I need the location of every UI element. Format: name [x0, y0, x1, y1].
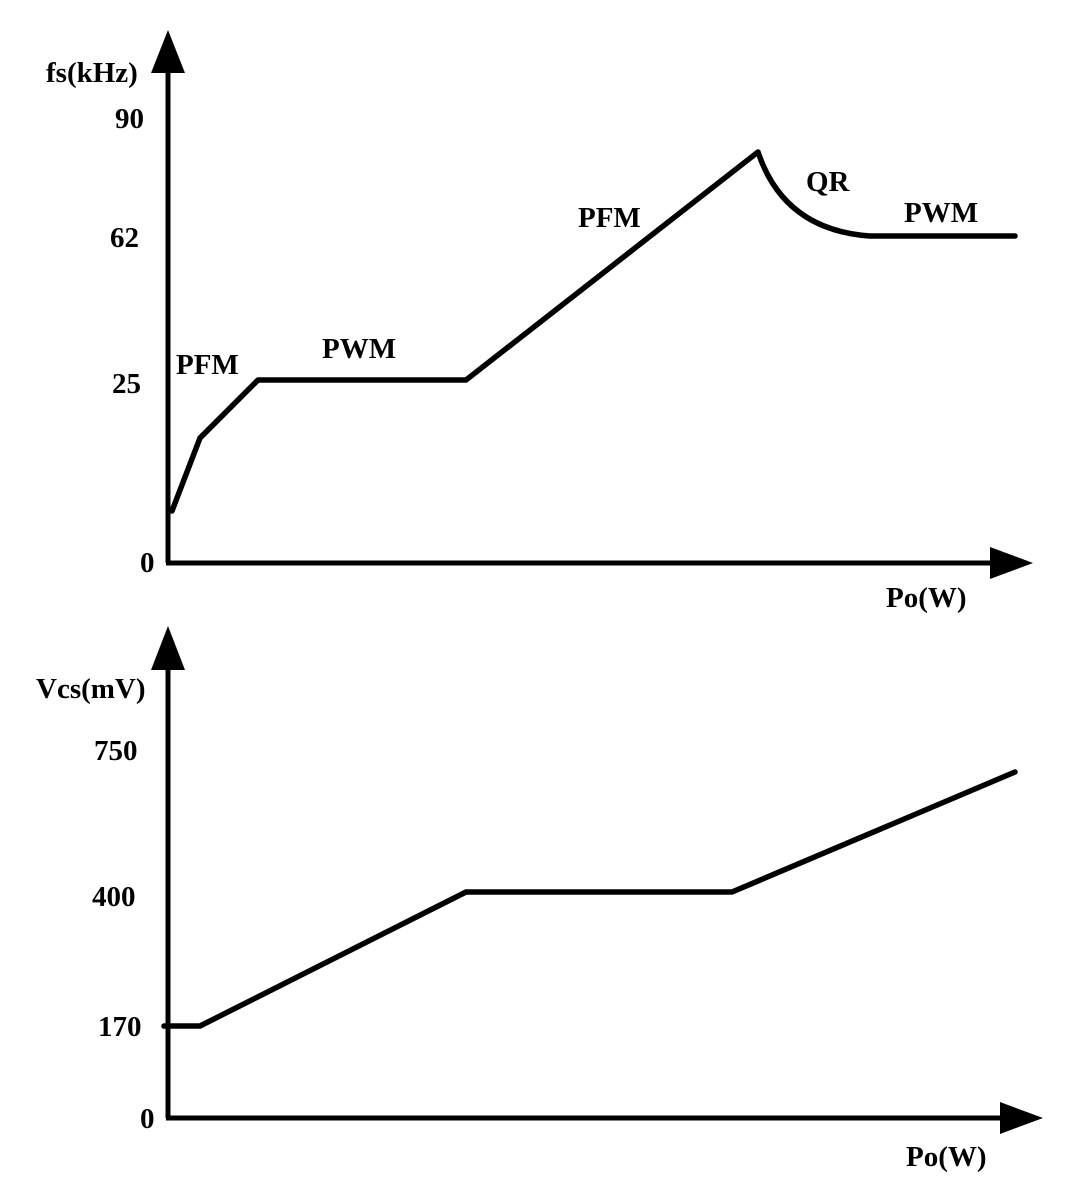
- bottom-ytick-0: 0: [140, 1103, 155, 1135]
- top-mode-label-pfm-high: PFM: [578, 202, 641, 234]
- top-ytick-25: 25: [112, 368, 141, 400]
- bottom-chart: Vcs(mV) Po(W) 750 400 170 0: [36, 626, 1043, 1173]
- top-y-axis-arrow: [151, 30, 185, 73]
- top-ytick-0: 0: [140, 547, 155, 579]
- bottom-x-axis-arrow: [1000, 1102, 1043, 1134]
- top-mode-label-pwm-high: PWM: [904, 197, 978, 229]
- bottom-y-axis-arrow: [151, 626, 185, 670]
- bottom-vcs-curve: [161, 769, 1018, 1029]
- top-ytick-90: 90: [115, 103, 144, 135]
- top-mode-label-pwm-mid: PWM: [322, 333, 396, 365]
- bottom-ytick-170: 170: [98, 1011, 142, 1043]
- bottom-y-axis-label: Vcs(mV): [36, 673, 146, 705]
- top-mode-label-pfm-low: PFM: [176, 349, 239, 381]
- bottom-ytick-750: 750: [94, 735, 138, 767]
- top-chart: fs(kHz) Po(W) 90 62 25 0 PFM PWM PFM QR …: [46, 30, 1033, 614]
- top-x-axis-label: Po(W): [886, 582, 967, 614]
- bottom-x-axis-label: Po(W): [906, 1141, 987, 1173]
- top-x-axis-arrow: [990, 547, 1033, 579]
- top-mode-label-qr: QR: [806, 166, 851, 198]
- top-y-axis-label: fs(kHz): [46, 57, 138, 89]
- top-fs-curve: [169, 149, 1018, 514]
- top-ytick-62: 62: [110, 222, 139, 254]
- bottom-ytick-400: 400: [92, 881, 136, 913]
